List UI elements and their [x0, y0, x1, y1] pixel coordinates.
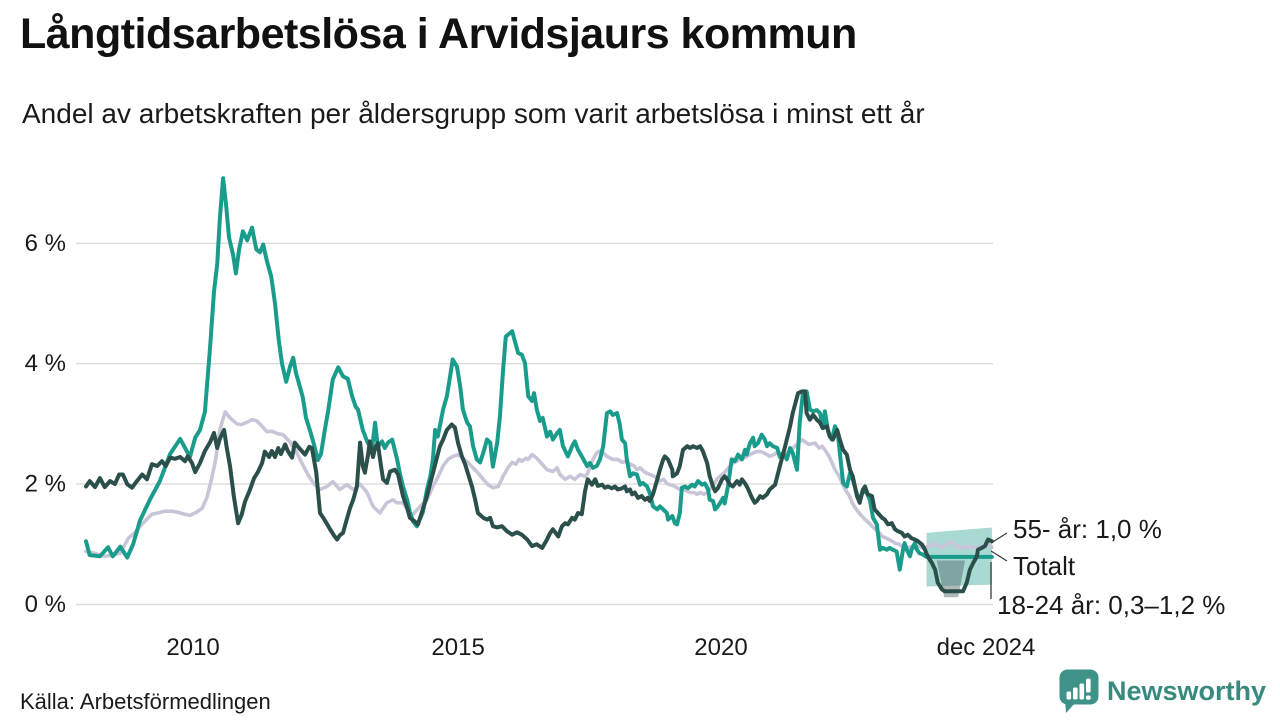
chart-subtitle: Andel av arbetskraften per åldersgrupp s… [22, 98, 925, 129]
uncertainty-band-1 [936, 560, 966, 598]
annotation-leader [990, 550, 1008, 562]
x-axis-tick-label: dec 2024 [937, 634, 1036, 661]
x-axis-tick-label: 2020 [694, 634, 747, 661]
newsworthy-bubble-chart-icon [1059, 669, 1099, 713]
annotation-leader [990, 532, 1008, 544]
annotation-label: Totalt [1013, 551, 1076, 581]
newsworthy-logo: Newsworthy [1059, 669, 1266, 714]
y-axis-tick-label: 6 % [25, 230, 66, 257]
x-axis-tick-label: 2015 [431, 634, 484, 661]
annotation-label: 55- år: 1,0 % [1013, 514, 1162, 544]
source-note: Källa: Arbetsförmedlingen [20, 689, 271, 714]
y-axis-tick-label: 2 % [25, 471, 66, 498]
series-line-55--år [84, 389, 994, 594]
x-axis-tick-label: 2010 [166, 634, 219, 661]
annotation-label: 18-24 år: 0,3–1,2 % [997, 590, 1225, 620]
newsworthy-wordmark: Newsworthy [1106, 676, 1266, 706]
y-axis-tick-label: 4 % [25, 350, 66, 377]
y-axis-tick-label: 0 % [25, 591, 66, 618]
chart-title: Långtidsarbetslösa i Arvidsjaurs kommun [20, 10, 857, 58]
series-line-totalt [84, 410, 994, 559]
